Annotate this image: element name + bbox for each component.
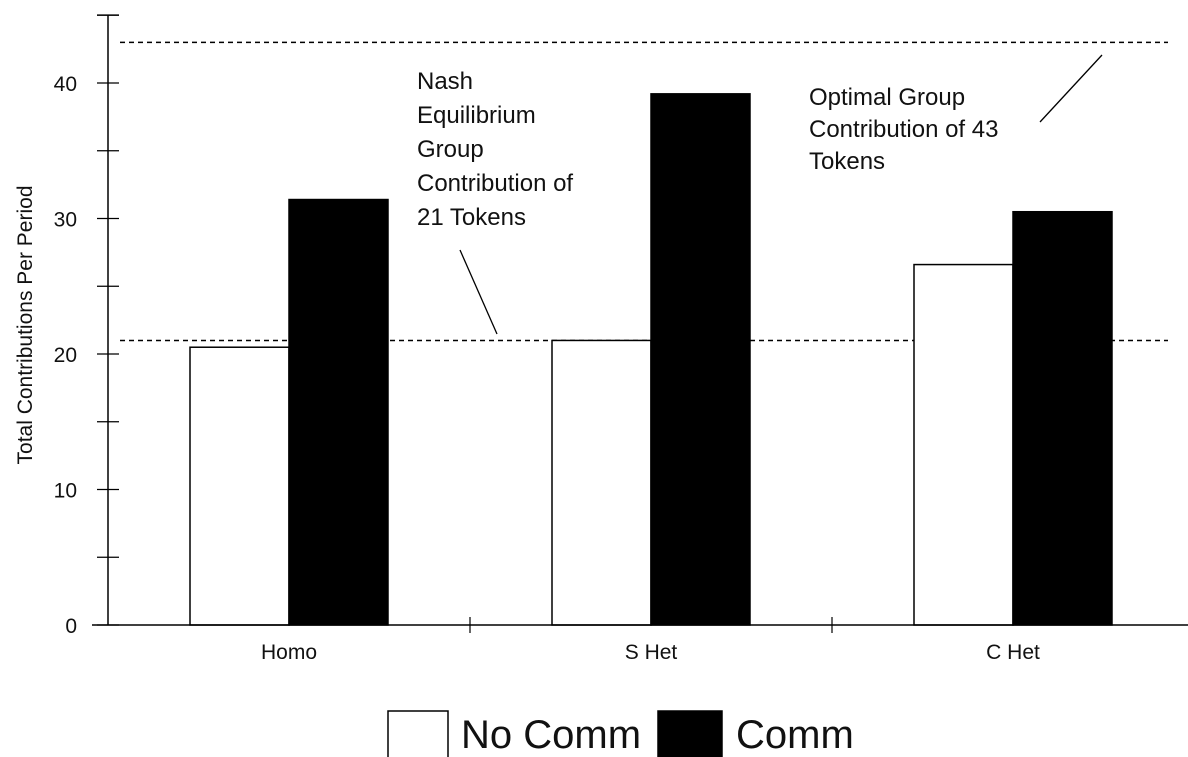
legend: No Comm Comm: [387, 710, 854, 757]
bars: [189, 93, 1113, 626]
bar-no-comm: [551, 339, 652, 626]
axes: [92, 15, 1188, 626]
bar-comm: [650, 93, 751, 626]
y-tick-label: 10: [54, 480, 77, 503]
annotation-optimal-line: Contribution of 43: [809, 116, 998, 143]
y-tick-label: 30: [54, 209, 77, 232]
annotation-optimal-pointer: [1039, 54, 1103, 123]
annotation-nash-line: Group: [417, 136, 484, 163]
bar-comm: [288, 198, 389, 626]
annotation-nash-line: 21 Tokens: [417, 204, 526, 231]
x-tick-label: C Het: [986, 641, 1040, 664]
x-tick-label: S Het: [625, 641, 678, 664]
annotation-optimal-line: Optimal Group: [809, 84, 965, 111]
legend-swatch-comm: [657, 710, 723, 757]
y-tick-label: 0: [65, 615, 77, 638]
legend-label-no-comm: No Comm: [461, 713, 641, 757]
legend-label-comm: Comm: [736, 713, 854, 757]
y-tick-label: 20: [54, 344, 77, 367]
annotations: Nash Equilibrium Group Contribution of 21 To…: [417, 54, 1103, 335]
x-tick-label: Homo: [261, 641, 317, 664]
y-tick-label: 40: [54, 73, 77, 96]
y-axis-title: Total Contributions Per Period: [14, 186, 37, 465]
bar-no-comm: [913, 263, 1014, 626]
annotation-nash-pointer: [459, 249, 498, 335]
annotation-optimal-line: Tokens: [809, 148, 885, 175]
annotation-nash-line: Nash: [417, 68, 473, 95]
x-ticks: Homo S Het C Het: [261, 617, 1040, 664]
annotation-nash-line: Equilibrium: [417, 102, 536, 129]
legend-swatch-no-comm: [387, 710, 449, 757]
annotation-nash-line: Contribution of: [417, 170, 573, 197]
y-ticks: 0 10 20 30 40: [54, 14, 119, 638]
bar-no-comm: [189, 346, 290, 626]
bar-comm: [1012, 210, 1113, 626]
